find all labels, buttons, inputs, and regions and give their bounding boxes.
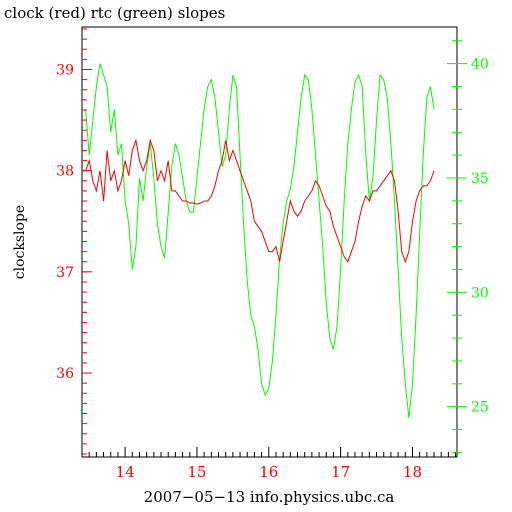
bottom-tick-label: 16 [259, 463, 278, 481]
right-axis: 25 30 35 40 [447, 40, 489, 453]
left-tick-label: 37 [56, 265, 74, 281]
bottom-tick-label: 17 [331, 463, 350, 481]
plot-area [85, 63, 435, 419]
rtc-series-line [85, 63, 435, 419]
bottom-tick-label: 14 [116, 463, 135, 481]
x-axis-label: 2007−05−13 info.physics.ubc.ca [144, 488, 395, 506]
bottom-tick-label: 18 [403, 463, 422, 481]
left-tick-label: 36 [56, 366, 74, 382]
left-tick-label: 39 [56, 62, 74, 78]
right-tick-label: 35 [471, 171, 489, 187]
chart-title: clock (red) rtc (green) slopes [4, 4, 225, 22]
right-tick-label: 25 [471, 400, 489, 416]
plot-frame [81, 26, 458, 458]
left-axis: 36 37 38 39 [56, 28, 92, 455]
right-tick-label: 40 [471, 57, 489, 73]
bottom-tick-label: 15 [187, 463, 206, 481]
left-tick-label: 38 [56, 164, 74, 180]
y-axis-label: clockslope [12, 205, 28, 279]
right-tick-label: 30 [471, 285, 489, 301]
clock-series-line [85, 138, 435, 264]
bottom-axis: 14 15 16 17 18 [81, 447, 457, 481]
